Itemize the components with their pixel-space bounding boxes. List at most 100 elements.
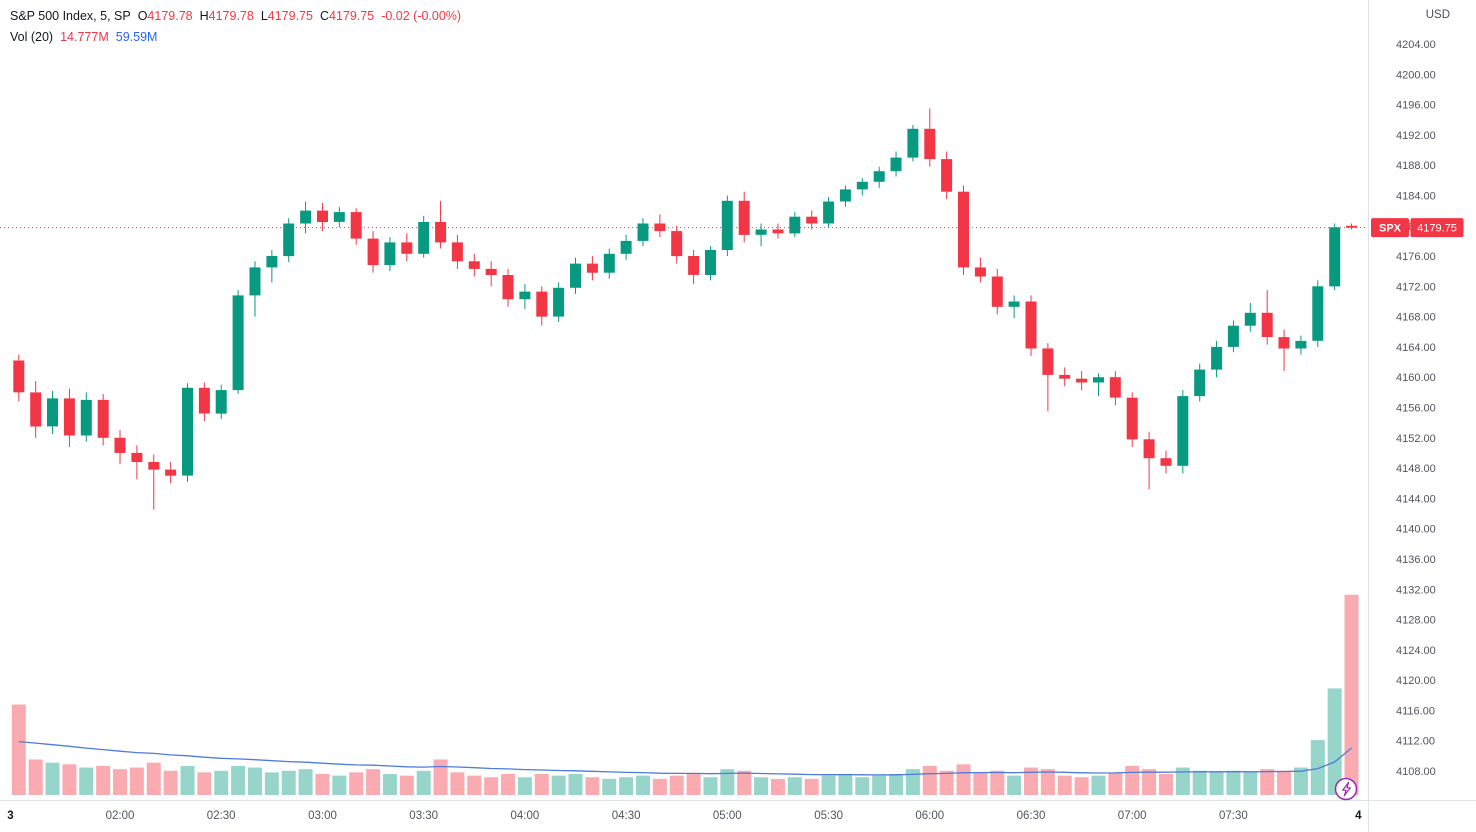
- lightning-icon-circle[interactable]: [1334, 777, 1358, 801]
- time-tick-label: 02:30: [207, 810, 236, 822]
- candle-body: [435, 222, 447, 243]
- lightning-bolt-icon[interactable]: [1334, 777, 1358, 801]
- candle-body: [654, 223, 666, 232]
- candle-body: [401, 242, 413, 254]
- ohlc-open: O4179.78: [138, 6, 193, 27]
- candle-body: [300, 210, 312, 224]
- candle-body: [1093, 377, 1104, 383]
- candle-body: [182, 387, 193, 476]
- volume-bar: [79, 767, 94, 795]
- volume-bar: [11, 704, 26, 795]
- volume-bar: [433, 759, 448, 795]
- volume-bar: [804, 778, 819, 795]
- candle-body: [839, 189, 851, 202]
- candle-body: [603, 253, 615, 273]
- candle-body: [620, 240, 632, 254]
- volume-bar: [1293, 767, 1308, 795]
- candle-body: [1295, 340, 1307, 349]
- price-tag: SPX 4179.75: [1371, 218, 1464, 238]
- price-tick-label: 4204.00: [1396, 39, 1436, 51]
- currency-unit-label[interactable]: USD: [1425, 9, 1450, 21]
- volume-value: 14.777M: [60, 30, 109, 44]
- candle-body: [1211, 346, 1223, 370]
- high-letter: H: [199, 9, 209, 23]
- candle-body: [536, 291, 548, 317]
- candle-body: [705, 250, 716, 275]
- price-tick-label: 4200.00: [1396, 69, 1436, 81]
- symbol-legend-row: S&P 500 Index, 5, SP O4179.78 H4179.78 L…: [10, 6, 461, 27]
- price-tick-label: 4176.00: [1396, 251, 1436, 263]
- volume-bar: [197, 772, 212, 795]
- candle-body: [1143, 439, 1155, 459]
- volume-indicator-label[interactable]: Vol (20): [10, 30, 54, 44]
- time-tick-label: 03:30: [409, 810, 438, 822]
- volume-bar: [1007, 775, 1022, 795]
- volume-bars-layer: [11, 594, 1359, 795]
- volume-bar: [1074, 777, 1089, 795]
- candle-body: [485, 268, 497, 275]
- candle-body: [772, 229, 784, 234]
- price-tick-label: 4144.00: [1396, 493, 1436, 505]
- candle-body: [519, 291, 531, 300]
- candle-body: [1160, 458, 1172, 466]
- close-value: 4179.75: [329, 9, 375, 23]
- volume-bar: [264, 772, 279, 795]
- volume-legend-row: Vol (20) 14.777M 59.59M: [10, 27, 461, 48]
- price-tick-label: 4156.00: [1396, 403, 1436, 415]
- price-tag-symbol-text: SPX: [1379, 223, 1402, 235]
- price-tick-label: 4128.00: [1396, 615, 1436, 627]
- candle-body: [1042, 348, 1054, 375]
- candle-body: [823, 201, 835, 224]
- candle-body: [907, 128, 919, 158]
- candle-body: [789, 216, 801, 234]
- price-tick-label: 4120.00: [1396, 675, 1436, 687]
- volume-bar: [113, 769, 128, 795]
- volume-bar: [366, 769, 381, 795]
- lightning-bolt-glyph[interactable]: [1342, 781, 1351, 797]
- time-tick-label: 05:30: [814, 810, 843, 822]
- volume-bar: [1260, 769, 1275, 795]
- volume-bar: [467, 775, 482, 795]
- price-tick-label: 4184.00: [1396, 191, 1436, 203]
- volume-bar: [973, 772, 988, 795]
- volume-bar: [45, 762, 60, 795]
- volume-bar: [568, 774, 583, 795]
- price-tick-label: 4108.00: [1396, 766, 1436, 778]
- open-value: 4179.78: [147, 9, 193, 23]
- candle-body: [1329, 227, 1341, 287]
- volume-bar: [281, 770, 296, 795]
- volume-bar: [703, 777, 718, 795]
- symbol-title[interactable]: S&P 500 Index, 5, SP: [10, 9, 131, 23]
- time-axis[interactable]: 3 02:00 02:30 03:00 03:30 04:00 04:30 05:00 05:3…: [7, 810, 1362, 822]
- volume-bar: [652, 778, 667, 795]
- candle-body: [283, 223, 295, 257]
- volume-bar: [889, 774, 904, 795]
- price-tick-label: 4140.00: [1396, 524, 1436, 536]
- volume-bar: [1040, 769, 1055, 795]
- time-tick-label: 3: [7, 810, 13, 822]
- candle-body: [1278, 337, 1290, 349]
- candle-body: [586, 263, 598, 273]
- candle-body: [637, 223, 649, 241]
- close-letter: C: [319, 9, 329, 23]
- volume-bar: [62, 764, 77, 795]
- time-tick-label: 4: [1355, 810, 1362, 822]
- volume-ma-value: 59.59M: [115, 30, 158, 44]
- candle-body: [418, 222, 430, 254]
- candle-body: [1126, 397, 1138, 440]
- volume-ma-path: [18, 740, 1352, 776]
- candle-body: [451, 242, 463, 262]
- price-axis[interactable]: 4204.00 4200.00 4196.00 4192.00 4188.00 4184.…: [1396, 39, 1436, 778]
- volume-bar: [990, 770, 1005, 795]
- volume-bar: [905, 769, 920, 795]
- price-tick-label: 4148.00: [1396, 463, 1436, 475]
- volume-bar: [214, 770, 229, 795]
- candle-body: [367, 238, 379, 266]
- volume-bar: [1108, 772, 1123, 795]
- low-value: 4179.75: [267, 9, 313, 23]
- volume-bar: [669, 775, 684, 795]
- candle-body: [1109, 377, 1121, 398]
- price-tick-label: 4116.00: [1396, 705, 1435, 717]
